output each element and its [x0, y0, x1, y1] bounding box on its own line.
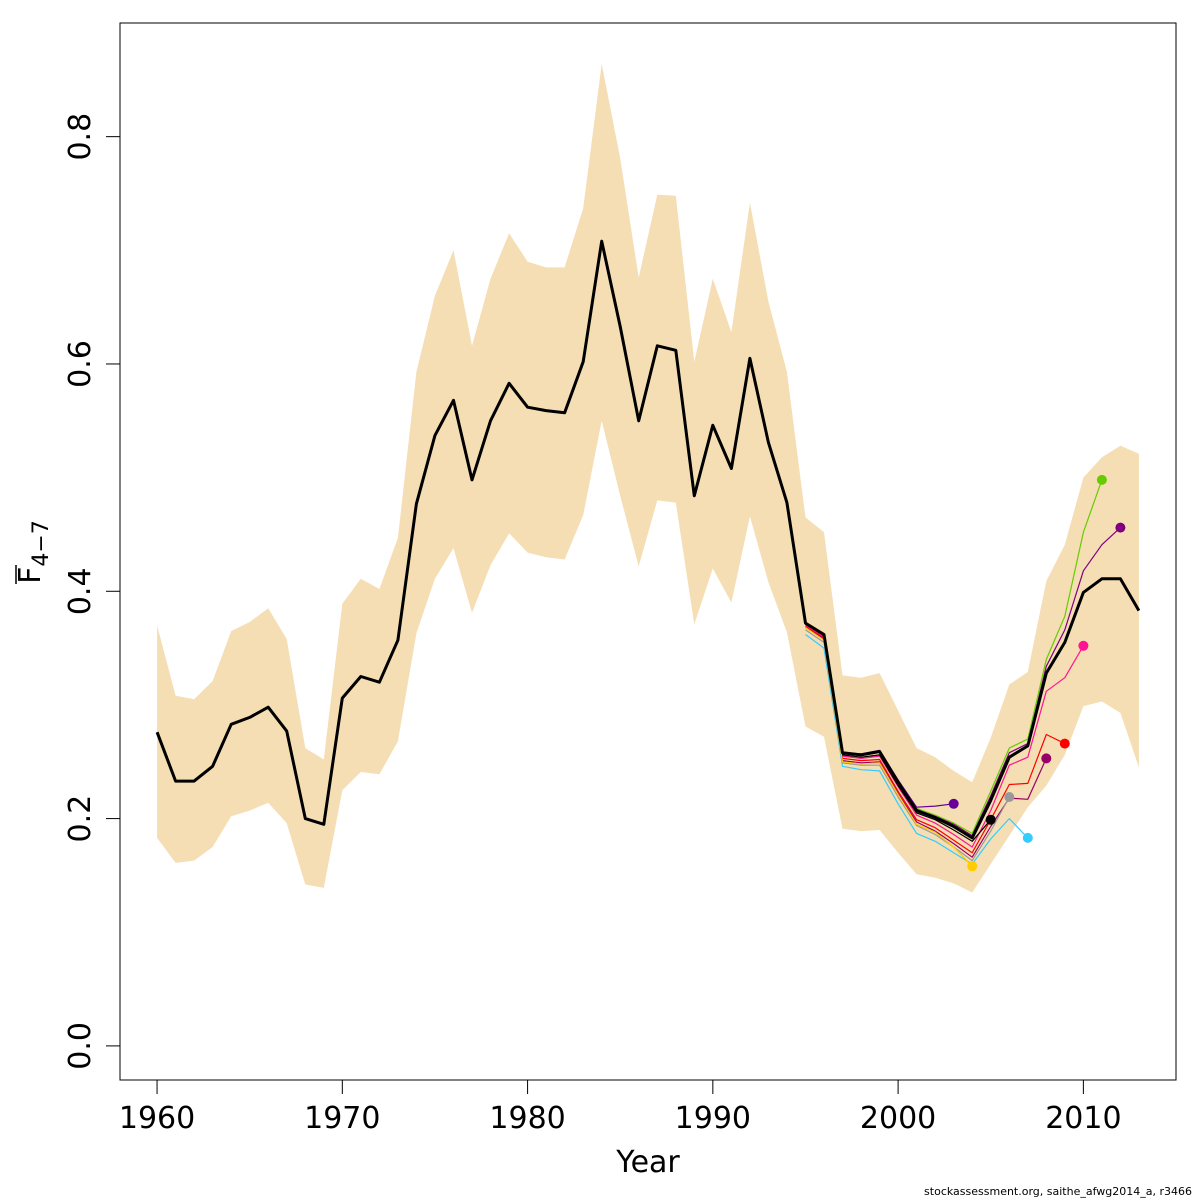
series-end-point-10 — [948, 798, 959, 809]
x-tick-label: 2010 — [1045, 1101, 1121, 1136]
confidence-band-area — [157, 63, 1139, 893]
x-axis-title: Year — [615, 1145, 680, 1180]
footnote: stockassessment.org, saithe_afwg2014_a, … — [924, 1185, 1192, 1198]
x-axis: 1960 1970 1980 1990 2000 2010 — [119, 1079, 1122, 1136]
series-line-6 — [805, 634, 1029, 865]
y-axis-title-subscript: 4−7 — [29, 520, 54, 566]
series-end-point-7 — [1004, 792, 1015, 802]
series-end-point-4 — [1059, 738, 1070, 749]
y-tick-label: 0.0 — [63, 1022, 98, 1070]
y-tick-label: 0.8 — [63, 113, 98, 161]
x-tick-label: 2000 — [860, 1101, 936, 1136]
series-end-point-6 — [1022, 832, 1033, 843]
series-end-markers — [948, 474, 1126, 872]
x-tick-label: 1980 — [489, 1101, 565, 1136]
y-axis-title-main: F — [13, 567, 48, 584]
y-tick-label: 0.6 — [63, 340, 98, 388]
series-end-point-8 — [985, 814, 996, 825]
series-line-0 — [155, 239, 1141, 840]
series-end-point-9 — [967, 861, 978, 872]
series-lines — [155, 239, 1141, 867]
series-end-point-3 — [1078, 640, 1089, 651]
svg-text:F4−7: F4−7 — [13, 520, 54, 584]
y-axis: 0.0 0.2 0.4 0.6 0.8 — [63, 113, 121, 1070]
confidence-band — [157, 63, 1139, 893]
series-line-4 — [805, 625, 1066, 854]
plot-frame — [119, 22, 1177, 1081]
y-tick-label: 0.4 — [63, 567, 98, 615]
series-end-point-2 — [1115, 522, 1126, 533]
series-end-point-1 — [1096, 474, 1107, 485]
x-tick-label: 1970 — [304, 1101, 380, 1136]
series-end-point-5 — [1041, 753, 1052, 764]
x-tick-label: 1960 — [119, 1101, 195, 1136]
y-tick-label: 0.2 — [63, 795, 98, 843]
x-tick-label: 1990 — [675, 1101, 751, 1136]
series-line-3 — [805, 624, 1084, 848]
y-axis-title: F4−7 — [13, 520, 54, 584]
